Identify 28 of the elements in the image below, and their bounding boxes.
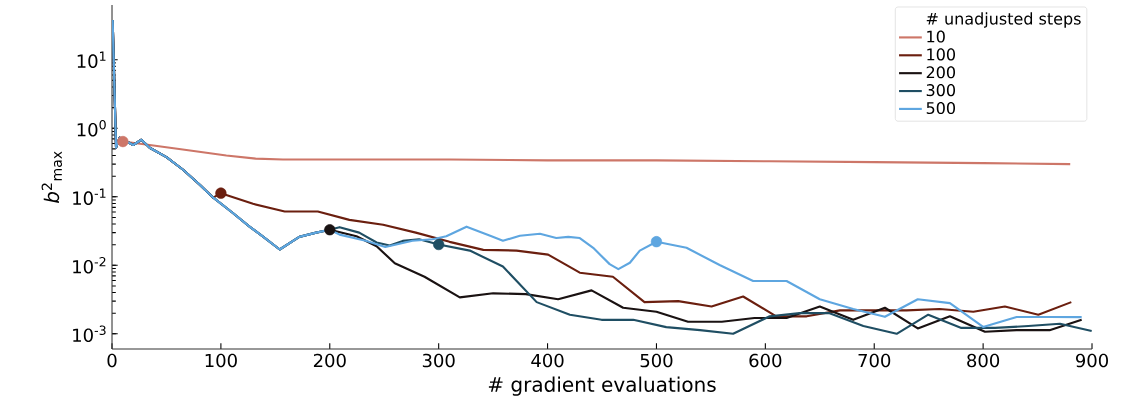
x-tick-label: 0 bbox=[107, 353, 117, 368]
x-tick-label: 900 bbox=[1075, 353, 1108, 368]
x-tick-label: 500 bbox=[640, 353, 673, 368]
x-tick-label: 100 bbox=[205, 353, 237, 368]
y-axis-title: b$^{2}$max bbox=[41, 151, 62, 203]
legend-title: # unadjusted steps bbox=[926, 12, 1081, 28]
x-axis-title: # gradient evaluations bbox=[488, 376, 716, 396]
point bbox=[650, 236, 663, 248]
legend-label: 300 bbox=[926, 84, 956, 97]
y-tick-label: 10$^{0}$ bbox=[77, 119, 106, 137]
point bbox=[324, 224, 336, 236]
y-tick-label: 10$^{-2}$ bbox=[73, 256, 106, 274]
x-tick-label: 700 bbox=[858, 353, 891, 368]
legend-label: 200 bbox=[926, 66, 956, 79]
y-tick-label: 10$^{1}$ bbox=[77, 51, 106, 68]
x-tick-label: 400 bbox=[531, 353, 564, 368]
y-tick-label: 10$^{-1}$ bbox=[73, 188, 106, 205]
point bbox=[433, 238, 445, 251]
x-tick-label: 600 bbox=[749, 353, 782, 368]
legend-label: 10 bbox=[927, 30, 945, 43]
x-tick-label: 800 bbox=[967, 353, 1000, 368]
point bbox=[215, 187, 227, 199]
legend-label: 500 bbox=[926, 101, 956, 115]
legend-label: 100 bbox=[927, 48, 956, 61]
x-tick-label: 300 bbox=[422, 353, 455, 368]
y-tick-label: 10$^{-3}$ bbox=[73, 325, 106, 343]
x-tick-label: 200 bbox=[313, 353, 346, 368]
point bbox=[117, 135, 129, 148]
